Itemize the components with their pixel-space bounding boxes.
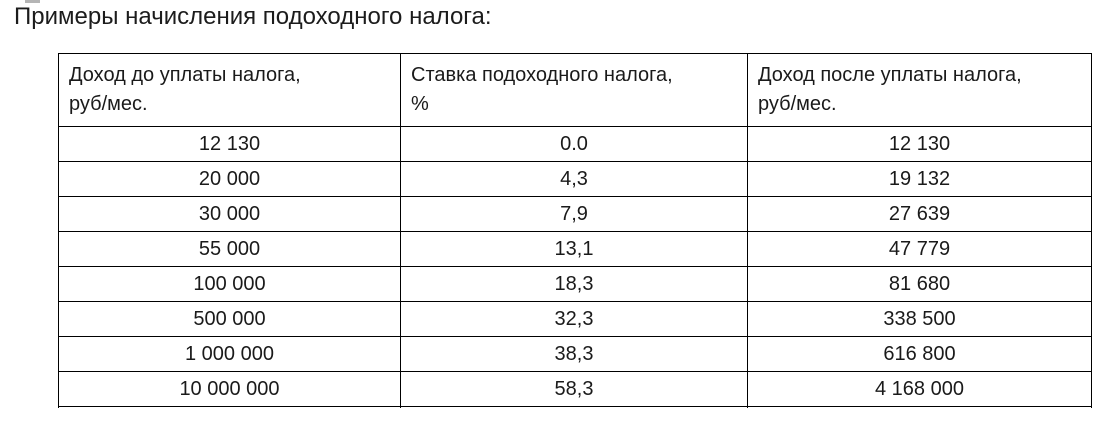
column-header-tax-rate-line1: Ставка подоходного налога,	[411, 64, 673, 86]
cell-tax-rate: 7,9	[400, 196, 748, 232]
cell-income-before: 1 000 000	[58, 336, 401, 372]
cell-income-before: 55 000	[58, 231, 401, 267]
cell-empty	[747, 406, 1092, 408]
column-header-income-after-line1: Доход после уплаты налога,	[758, 64, 1022, 86]
cell-income-after: 338 500	[747, 301, 1092, 337]
cell-tax-rate: 38,3	[400, 336, 748, 372]
column-header-tax-rate: Ставка подоходного налога, %	[400, 53, 748, 127]
table-row: 1 000 000 38,3 616 800	[58, 336, 1092, 372]
cropped-edge-artifact	[25, 0, 40, 3]
cell-income-before: 20 000	[58, 161, 401, 197]
table-row: 30 000 7,9 27 639	[58, 196, 1092, 232]
column-header-tax-rate-line2: %	[411, 93, 429, 115]
cell-income-after: 19 132	[747, 161, 1092, 197]
cell-income-before: 10 000 000	[58, 371, 401, 407]
tax-table-container: Доход до уплаты налога, руб/мес. Ставка …	[58, 53, 1092, 408]
cell-tax-rate: 32,3	[400, 301, 748, 337]
cell-tax-rate: 58,3	[400, 371, 748, 407]
cell-income-before: 100 000	[58, 266, 401, 302]
column-header-income-before: Доход до уплаты налога, руб/мес.	[58, 53, 401, 127]
cell-income-after: 616 800	[747, 336, 1092, 372]
table-row: 100 000 18,3 81 680	[58, 266, 1092, 302]
cell-income-before: 30 000	[58, 196, 401, 232]
cell-tax-rate: 4,3	[400, 161, 748, 197]
column-header-income-before-line1: Доход до уплаты налога,	[69, 64, 301, 86]
table-row: 55 000 13,1 47 779	[58, 231, 1092, 267]
cell-empty	[400, 406, 748, 408]
tax-examples-table: Доход до уплаты налога, руб/мес. Ставка …	[58, 53, 1092, 408]
column-header-income-before-line2: руб/мес.	[69, 93, 148, 115]
table-header-row: Доход до уплаты налога, руб/мес. Ставка …	[58, 53, 1092, 127]
table-row: 20 000 4,3 19 132	[58, 161, 1092, 197]
cell-empty	[58, 406, 401, 408]
table-row: 500 000 32,3 338 500	[58, 301, 1092, 337]
cell-tax-rate: 0.0	[400, 126, 748, 162]
cell-income-before: 12 130	[58, 126, 401, 162]
column-header-income-after-line2: руб/мес.	[758, 93, 837, 115]
table-row: 12 130 0.0 12 130	[58, 126, 1092, 162]
table-row: 10 000 000 58,3 4 168 000	[58, 371, 1092, 407]
page-title: Примеры начисления подоходного налога:	[14, 3, 492, 30]
cell-tax-rate: 13,1	[400, 231, 748, 267]
cell-income-after: 47 779	[747, 231, 1092, 267]
cell-income-after: 4 168 000	[747, 371, 1092, 407]
cell-income-after: 27 639	[747, 196, 1092, 232]
cell-income-before: 500 000	[58, 301, 401, 337]
table-row-cropped	[58, 406, 1092, 408]
cell-income-after: 12 130	[747, 126, 1092, 162]
cell-tax-rate: 18,3	[400, 266, 748, 302]
column-header-income-after: Доход после уплаты налога, руб/мес.	[747, 53, 1092, 127]
cell-income-after: 81 680	[747, 266, 1092, 302]
